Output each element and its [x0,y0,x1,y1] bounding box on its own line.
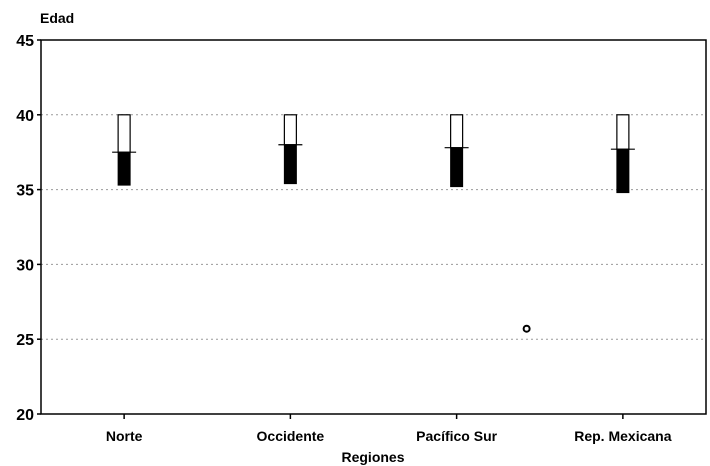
y-axis-ticks: 20 25 30 35 40 45 [16,33,41,424]
y-axis-title: Edad [40,10,74,26]
box-lower-3 [616,148,630,194]
outlier-point-0 [522,324,531,333]
box-lower-1 [283,144,297,185]
box-upper-3 [616,114,630,150]
y-tick-label: 45 [16,33,34,50]
y-tick-label: 30 [16,257,34,274]
x-tick-label: Pacífico Sur [416,428,497,444]
outliers [522,324,531,333]
box-upper-2 [450,114,464,149]
x-tick-label: Rep. Mexicana [574,428,671,444]
x-axis-ticks: Norte Occidente Pacífico Sur Rep. Mexicana [106,414,672,444]
boxes [112,114,635,194]
box-lower-0 [117,151,131,186]
x-tick-label: Occidente [257,428,325,444]
gridlines [41,114,706,340]
y-tick-label: 20 [16,407,34,424]
y-tick-label: 35 [16,183,34,200]
box-upper-1 [283,114,297,146]
box-lower-2 [450,147,464,188]
plot-area-frame [40,39,707,415]
x-axis-title: Regiones [341,449,404,465]
x-tick-label: Norte [106,428,143,444]
y-tick-label: 25 [16,332,34,349]
y-tick-label: 40 [16,108,34,125]
box-upper-0 [117,114,131,153]
axes [40,39,707,415]
